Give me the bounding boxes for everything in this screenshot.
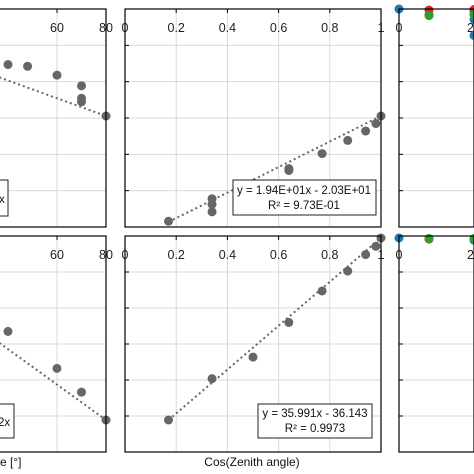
- x-tick-label: 60: [50, 248, 64, 262]
- data-point: [248, 352, 258, 362]
- data-point: [207, 194, 217, 204]
- trend-line: [0, 342, 107, 421]
- x-axis-label-bottom-middle: Cos(Zenith angle): [204, 455, 299, 469]
- data-point: [284, 317, 294, 327]
- x-tick-label: 0.4: [219, 21, 236, 35]
- data-point: [361, 250, 371, 260]
- plot-frame: [0, 8, 107, 228]
- data-point: [343, 135, 353, 145]
- plot-frame: [398, 235, 474, 453]
- data-point: [52, 363, 62, 373]
- data-point: [361, 126, 371, 136]
- data-point: [164, 216, 174, 226]
- panel-top-left: 60 80: [0, 8, 113, 228]
- panel-top-right: 020: [394, 4, 474, 228]
- data-point: [371, 119, 381, 129]
- x-tick-label: 0.8: [321, 21, 338, 35]
- x-axis-label-fragment-bottom-left: e [°]: [0, 455, 21, 469]
- data-point: [3, 326, 13, 336]
- x-tick-label: 0.8: [321, 248, 338, 262]
- data-point: [164, 415, 174, 425]
- equation-fragment-top-left: x: [0, 194, 5, 206]
- equation-fragment-bottom-left: 2x: [0, 417, 10, 429]
- data-point: [207, 374, 217, 384]
- x-tick-label: 0.4: [219, 248, 236, 262]
- panel-bottom-right: 020: [394, 233, 474, 453]
- plot-frame: [0, 235, 107, 453]
- equation-box-bottom-left: 2x: [0, 403, 15, 439]
- data-point: [23, 61, 33, 71]
- data-point: [77, 387, 86, 397]
- data-point: [207, 207, 217, 217]
- data-point: [343, 266, 353, 276]
- data-point: [424, 11, 434, 21]
- data-point: [371, 241, 381, 251]
- x-tick-label: 60: [50, 21, 64, 35]
- equation-box-top-middle: y = 1.94E+01x - 2.03E+01 R² = 9.73E-01: [232, 179, 377, 216]
- data-point: [284, 164, 294, 174]
- x-tick-label: 20: [467, 248, 474, 262]
- panel-bottom-middle: 0 0.2 0.4 0.6 0.8 1: [122, 233, 386, 453]
- plot-frame: [124, 8, 382, 228]
- data-point: [317, 286, 327, 296]
- x-tick-label: 0.2: [168, 21, 185, 35]
- data-point: [52, 70, 62, 80]
- x-tick-label: 0.2: [168, 248, 185, 262]
- data-point: [3, 60, 13, 70]
- equation-text-top-middle: y = 1.94E+01x - 2.03E+01: [237, 185, 371, 197]
- x-tick-label: 0.6: [270, 21, 287, 35]
- x-tick-label: 0.6: [270, 248, 287, 262]
- x-tick-label: 20: [467, 21, 474, 35]
- r2-text-top-middle: R² = 9.73E-01: [268, 200, 340, 212]
- data-point: [77, 97, 86, 107]
- equation-box-top-left: x: [0, 179, 9, 217]
- data-point: [317, 149, 327, 159]
- data-point: [469, 10, 474, 19]
- data-point: [77, 81, 86, 91]
- equation-text-bottom-middle: y = 35.991x - 36.143: [262, 408, 367, 420]
- equation-box-bottom-middle: y = 35.991x - 36.143 R² = 0.9973: [257, 403, 373, 439]
- trend-line: [167, 237, 382, 421]
- r2-text-bottom-middle: R² = 0.9973: [285, 423, 345, 435]
- data-point: [469, 30, 474, 40]
- plot-frame: [398, 8, 474, 228]
- panel-bottom-left: 60 80: [0, 235, 113, 453]
- plot-frame: [124, 235, 382, 453]
